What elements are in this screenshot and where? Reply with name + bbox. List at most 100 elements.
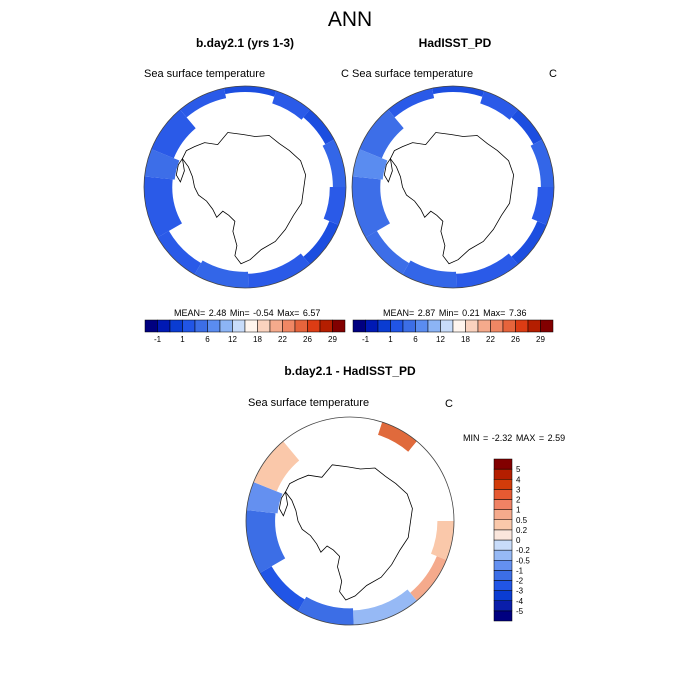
panel-2-variable-label: Sea surface temperature bbox=[352, 68, 474, 80]
figure-title: ANN bbox=[327, 8, 373, 31]
colorbar-swatch bbox=[493, 570, 513, 581]
colorbar-swatch bbox=[493, 529, 513, 541]
sst-sector bbox=[480, 89, 520, 120]
colorbar-swatch bbox=[493, 519, 513, 531]
max-label: Max= bbox=[483, 308, 506, 318]
colorbar-swatch bbox=[440, 319, 454, 333]
colorbar-2: -1 1 6 12 18 22 26 29 bbox=[352, 319, 554, 344]
colorbar-tick-label: 26 bbox=[303, 335, 312, 344]
colorbar-tick-label: 6 bbox=[205, 335, 210, 344]
colorbar-swatch bbox=[493, 458, 513, 470]
colorbar-tick-label: -1 bbox=[516, 566, 524, 575]
sst-sector bbox=[386, 86, 435, 118]
min-label: Min= bbox=[438, 308, 459, 318]
colorbar-swatch bbox=[493, 468, 513, 480]
sst-sector bbox=[155, 230, 202, 277]
colorbar-swatch bbox=[493, 549, 513, 561]
sst-sector bbox=[303, 221, 341, 266]
colorbar-swatch bbox=[232, 319, 246, 333]
min-value: -2.32 bbox=[491, 433, 513, 443]
colorbar-tick-label: 1 bbox=[180, 335, 185, 344]
colorbar-tick-label: -2 bbox=[516, 577, 524, 586]
colorbar-swatch bbox=[493, 539, 513, 551]
sst-sector bbox=[511, 221, 549, 266]
colorbar-swatch bbox=[319, 319, 333, 333]
antarctica-coastline bbox=[181, 132, 307, 265]
colorbar-swatch bbox=[182, 319, 196, 333]
mean-label: MEAN= bbox=[383, 308, 415, 318]
colorbar-tick-label: 0.5 bbox=[516, 516, 528, 525]
colorbar-tick-label: 3 bbox=[516, 485, 521, 494]
peninsula-coastline bbox=[278, 490, 289, 517]
sst-sector bbox=[511, 108, 544, 145]
colorbar-tick-label: 22 bbox=[278, 335, 287, 344]
map-1-boundary bbox=[143, 85, 347, 289]
colorbar-tick-label: 26 bbox=[511, 335, 520, 344]
peninsula-coastline bbox=[383, 157, 393, 183]
colorbar-swatch bbox=[352, 319, 366, 333]
colorbar-tick-label: -4 bbox=[516, 597, 524, 606]
panel-3-title: b.day2.1 - HadISST_PD bbox=[284, 364, 416, 378]
colorbar-swatch bbox=[207, 319, 221, 333]
colorbar-3: -5-4-3-2 -1-0.5-0.200.20.512 345 bbox=[493, 458, 530, 622]
sst-sector bbox=[246, 509, 286, 574]
antarctica-coastline bbox=[389, 132, 515, 265]
colorbar-tick-label: -0.2 bbox=[516, 546, 530, 555]
colorbar-swatch bbox=[402, 319, 416, 333]
sst-sector bbox=[363, 230, 410, 277]
mean-value: 2.48 bbox=[208, 308, 227, 318]
colorbar-swatch bbox=[282, 319, 296, 333]
colorbar-swatch bbox=[493, 600, 513, 612]
sst-sector bbox=[303, 108, 336, 145]
panel-2-stats: MEAN= 2.87 Min= 0.21 Max= 7.36 bbox=[383, 308, 526, 318]
colorbar-swatch bbox=[502, 319, 516, 333]
panel-2-title: HadISST_PD bbox=[418, 36, 492, 50]
sst-sector bbox=[272, 89, 312, 120]
colorbar-tick-label: -0.5 bbox=[516, 556, 530, 565]
max-value: 7.36 bbox=[508, 308, 527, 318]
colorbar-1: -1 1 6 12 18 22 26 29 bbox=[144, 319, 346, 344]
colorbar-tick-label: 29 bbox=[536, 335, 545, 344]
sst-sector bbox=[401, 260, 457, 288]
sst-sector bbox=[410, 439, 444, 478]
colorbar-swatch bbox=[365, 319, 379, 333]
sst-sector bbox=[352, 176, 390, 239]
colorbar-swatch bbox=[194, 319, 208, 333]
panel-3-unit-label: C bbox=[445, 398, 453, 410]
max-label: MAX = bbox=[515, 433, 545, 443]
colorbar-swatch bbox=[257, 319, 271, 333]
colorbar-tick-label: 1 bbox=[388, 335, 393, 344]
map-1 bbox=[144, 86, 346, 288]
min-value: -0.54 bbox=[253, 308, 274, 318]
colorbar-tick-label: -1 bbox=[154, 335, 162, 344]
max-value: 6.57 bbox=[302, 308, 321, 318]
sst-sector bbox=[144, 176, 182, 239]
colorbar-swatch bbox=[465, 319, 479, 333]
colorbar-tick-label: 12 bbox=[228, 335, 237, 344]
colorbar-tick-label: 5 bbox=[516, 465, 521, 474]
colorbar-swatch bbox=[219, 319, 233, 333]
colorbar-tick-label: 0 bbox=[516, 536, 521, 545]
colorbar-tick-label: 6 bbox=[413, 335, 418, 344]
map-2-boundary bbox=[351, 85, 555, 289]
mean-value: 2.87 bbox=[417, 308, 436, 318]
colorbar-swatch bbox=[157, 319, 171, 333]
sst-sector bbox=[193, 260, 249, 288]
colorbar-tick-label: 18 bbox=[253, 335, 262, 344]
colorbar-swatch bbox=[427, 319, 441, 333]
colorbar-swatch bbox=[452, 319, 466, 333]
colorbar-swatch bbox=[307, 319, 321, 333]
sst-sector bbox=[322, 138, 346, 187]
min-value: 0.21 bbox=[462, 308, 480, 318]
sst-sector bbox=[144, 148, 180, 180]
colorbar-swatch bbox=[244, 319, 258, 333]
sst-sector bbox=[258, 566, 305, 613]
max-value: 2.59 bbox=[547, 433, 566, 443]
colorbar-swatch bbox=[493, 489, 513, 500]
colorbar-swatch bbox=[269, 319, 283, 333]
colorbar-swatch bbox=[493, 590, 513, 601]
colorbar-tick-label: -5 bbox=[516, 607, 524, 616]
sst-sector bbox=[352, 148, 388, 180]
colorbar-swatch bbox=[493, 610, 513, 622]
